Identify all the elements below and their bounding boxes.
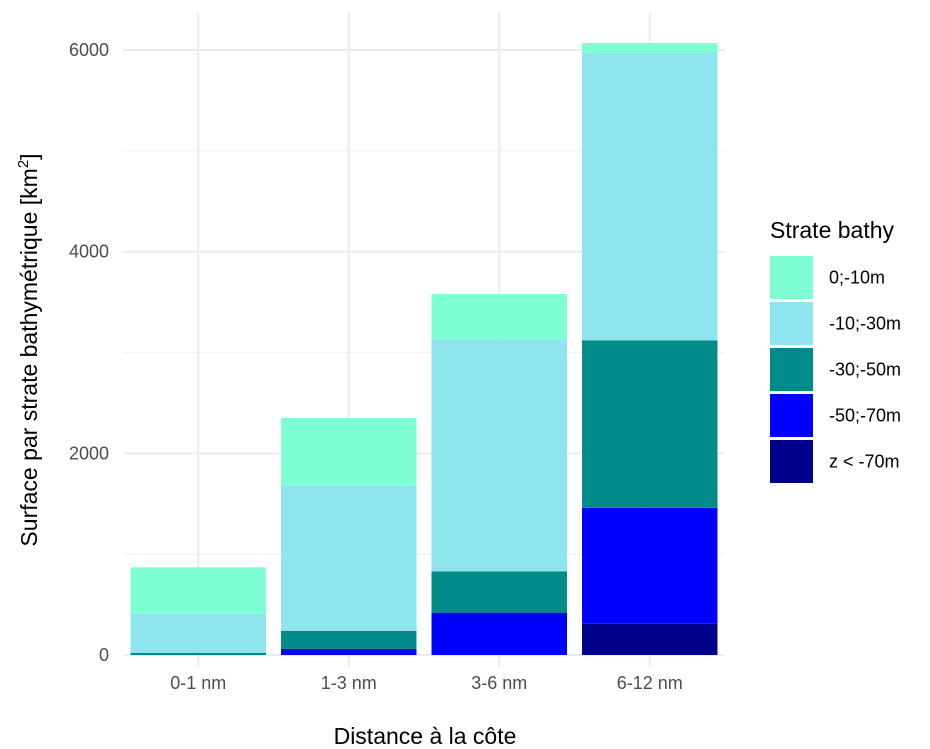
y-tick-label: 4000	[69, 242, 109, 262]
bar-segment	[431, 294, 567, 340]
bar-segment	[582, 42, 718, 54]
y-tick-label: 6000	[69, 40, 109, 60]
bar-segment	[431, 571, 567, 613]
bar-segment	[582, 53, 718, 341]
x-tick-label: 6-12 nm	[617, 673, 683, 693]
legend-label: 0;-10m	[829, 268, 885, 288]
bar-segment	[431, 339, 567, 572]
x-tick-label: 3-6 nm	[471, 673, 527, 693]
y-axis-title: Surface par strate bathymétrique [km2]	[15, 153, 42, 546]
bar-segment	[431, 612, 567, 655]
bar-segment	[281, 485, 417, 631]
bar-segment	[582, 623, 718, 655]
bar-segment	[281, 418, 417, 486]
legend-items: 0;-10m -10;-30m -30;-50m -50;-70m z < -70m	[770, 256, 901, 483]
x-tick-label: 0-1 nm	[170, 673, 226, 693]
legend-label: -50;-70m	[829, 406, 901, 426]
bar-segment	[130, 613, 266, 653]
y-axis-title-superscript: 2	[15, 160, 32, 168]
legend-label: z < -70m	[829, 452, 900, 472]
legend-title: Strate bathy	[770, 217, 895, 243]
legend-key	[770, 440, 813, 483]
y-tick-label: 2000	[69, 443, 109, 463]
y-axis-title-end: ]	[16, 153, 42, 159]
bar-segment	[130, 567, 266, 614]
y-axis-ticks: 0 2000 4000 6000	[69, 40, 109, 665]
legend: Strate bathy 0;-10m -10;-30m -30;-50m -50;-…	[770, 217, 901, 483]
y-tick-label: 0	[99, 645, 109, 665]
bar-segment	[582, 507, 718, 624]
y-axis-title-main: Surface par strate bathymétrique [km	[16, 168, 42, 546]
legend-key	[770, 348, 813, 391]
bar-segment	[130, 652, 266, 655]
bar-segment	[281, 648, 417, 655]
legend-key	[770, 394, 813, 437]
legend-label: -10;-30m	[829, 314, 901, 334]
bars	[130, 42, 718, 655]
legend-label: -30;-50m	[829, 360, 901, 380]
bar-segment	[582, 340, 718, 508]
legend-key	[770, 302, 813, 345]
x-axis-ticks: 0-1 nm 1-3 nm 3-6 nm 6-12 nm	[170, 673, 683, 693]
bar-segment	[281, 630, 417, 649]
x-tick-label: 1-3 nm	[321, 673, 377, 693]
legend-key	[770, 256, 813, 299]
x-axis-title: Distance à la côte	[334, 723, 517, 749]
